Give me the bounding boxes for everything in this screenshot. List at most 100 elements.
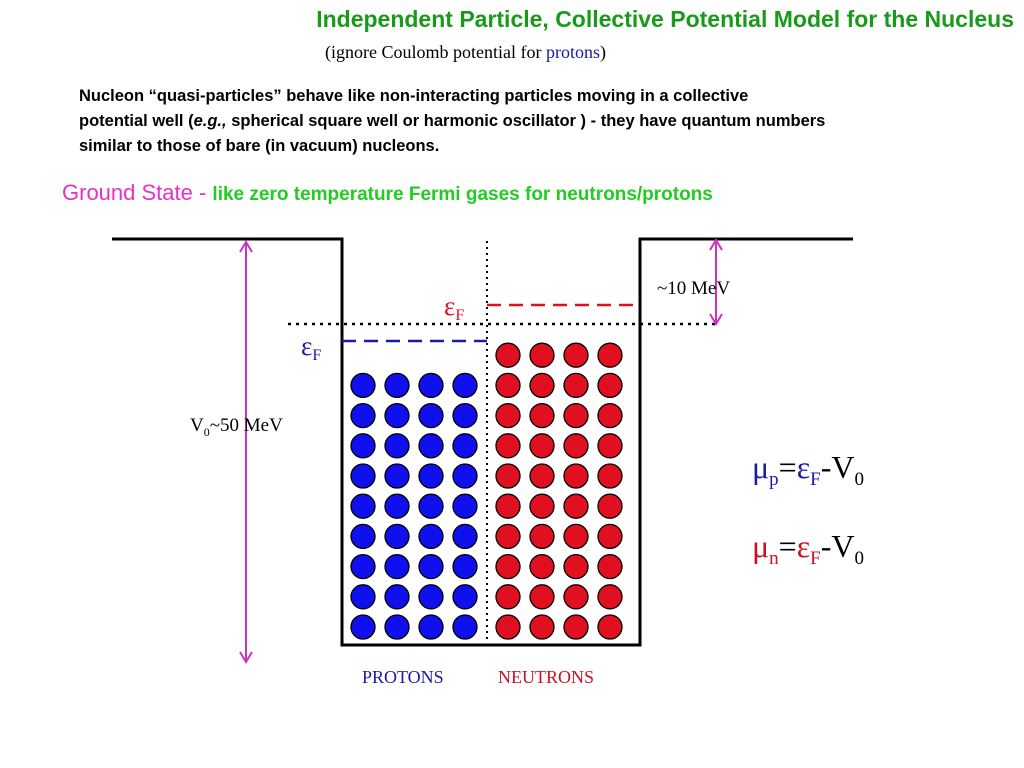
- proton-particle: [384, 463, 410, 489]
- proton-particle: [452, 402, 478, 429]
- depth-arrow: [239, 240, 253, 664]
- neutron-particle: [563, 493, 589, 519]
- neutron-particle: [495, 402, 521, 429]
- neutron-particle: [597, 523, 623, 550]
- proton-particle: [350, 372, 376, 399]
- proton-particle: [350, 402, 376, 429]
- neutron-particle: [529, 584, 555, 610]
- proton-particle: [452, 372, 478, 399]
- description-paragraph: Nucleon “quasi-particles” behave like no…: [79, 84, 989, 159]
- separation-label: ~10 MeV: [657, 278, 730, 299]
- proton-particle: [452, 553, 478, 580]
- ground-state-lead: Ground State -: [62, 180, 213, 205]
- proton-particle: [418, 614, 444, 640]
- proton-particle: [384, 433, 410, 459]
- proton-particle: [418, 463, 444, 489]
- proton-particle: [452, 463, 478, 489]
- neutron-particle: [529, 463, 555, 489]
- depth-label: V0~50 MeV: [190, 415, 283, 439]
- neutron-particle: [597, 553, 623, 580]
- proton-particle: [350, 463, 376, 489]
- neutron-particle: [495, 553, 521, 580]
- neutron-particle: [563, 342, 589, 368]
- proton-particle: [418, 402, 444, 429]
- proton-particle: [418, 584, 444, 610]
- proton-particle: [418, 433, 444, 459]
- neutron-particle: [495, 342, 521, 368]
- well-outline: [112, 237, 853, 647]
- proton-particle: [350, 614, 376, 640]
- proton-particle: [452, 433, 478, 459]
- proton-particle: [384, 523, 410, 550]
- neutron-particle: [597, 342, 623, 368]
- mu-neutron-equation: μn=εF-V0: [752, 528, 864, 569]
- proton-particle: [418, 493, 444, 519]
- neutron-particle: [495, 493, 521, 519]
- proton-grid: [350, 372, 478, 640]
- neutron-particle: [563, 372, 589, 399]
- neutron-particle: [563, 433, 589, 459]
- neutron-particle: [529, 372, 555, 399]
- paragraph-line-2-b: spherical square well or harmonic oscill…: [226, 112, 826, 130]
- protons-label: PROTONS: [362, 667, 444, 687]
- proton-particle: [350, 523, 376, 550]
- neutrons-label: NEUTRONS: [498, 667, 594, 687]
- proton-particle: [384, 584, 410, 610]
- paragraph-line-2: potential well (e.g., spherical square w…: [79, 109, 989, 134]
- neutron-particle: [529, 402, 555, 429]
- proton-particle: [350, 584, 376, 610]
- separation-arrow: [709, 238, 723, 326]
- proton-particle: [350, 493, 376, 519]
- proton-particle: [384, 553, 410, 580]
- proton-particle: [418, 553, 444, 580]
- neutron-particle: [495, 584, 521, 610]
- neutron-particle: [597, 463, 623, 489]
- neutron-particle: [563, 523, 589, 550]
- subtitle-highlight: protons: [545, 42, 600, 62]
- neutron-particle: [563, 614, 589, 640]
- paragraph-line-3: similar to those of bare (in vacuum) nuc…: [79, 137, 440, 155]
- proton-particle: [350, 433, 376, 459]
- ground-state-heading: Ground State - like zero temperature Fer…: [62, 180, 713, 206]
- neutron-particle: [563, 584, 589, 610]
- proton-particle: [452, 614, 478, 640]
- neutron-particle: [597, 402, 623, 429]
- neutron-particle: [495, 523, 521, 550]
- proton-particle: [384, 372, 410, 399]
- neutron-particle: [597, 614, 623, 640]
- neutron-particle: [529, 493, 555, 519]
- neutron-particle: [495, 433, 521, 459]
- neutron-particle: [529, 433, 555, 459]
- proton-particle: [384, 614, 410, 640]
- paragraph-line-1: Nucleon “quasi-particles” behave like no…: [79, 87, 749, 105]
- proton-particle: [418, 372, 444, 399]
- proton-particle: [350, 553, 376, 580]
- proton-particle: [418, 523, 444, 550]
- neutron-particle: [563, 463, 589, 489]
- neutron-particle: [597, 493, 623, 519]
- neutron-particle: [529, 342, 555, 368]
- neutron-fermi-label: εF: [444, 291, 464, 324]
- slide-subtitle: (ignore Coulomb potential for protons): [325, 42, 606, 63]
- paragraph-line-2-italic: e.g.,: [193, 112, 227, 130]
- proton-particle: [452, 584, 478, 610]
- proton-particle: [452, 523, 478, 550]
- mu-proton-equation: μp=εF-V0: [752, 449, 864, 490]
- neutron-particle: [495, 372, 521, 399]
- proton-particle: [452, 493, 478, 519]
- neutron-particle: [597, 584, 623, 610]
- subtitle-suffix: ): [599, 42, 606, 62]
- subtitle-prefix: (ignore Coulomb potential for: [325, 42, 546, 62]
- slide-title: Independent Particle, Collective Potenti…: [316, 6, 1014, 32]
- neutron-grid: [495, 342, 623, 640]
- neutron-particle: [597, 372, 623, 399]
- proton-fermi-label: εF: [301, 331, 321, 364]
- neutron-particle: [563, 402, 589, 429]
- ground-state-rest: like zero temperature Fermi gases for ne…: [212, 184, 713, 205]
- neutron-particle: [495, 463, 521, 489]
- neutron-particle: [597, 433, 623, 459]
- neutron-particle: [563, 553, 589, 580]
- neutron-particle: [529, 614, 555, 640]
- neutron-particle: [529, 523, 555, 550]
